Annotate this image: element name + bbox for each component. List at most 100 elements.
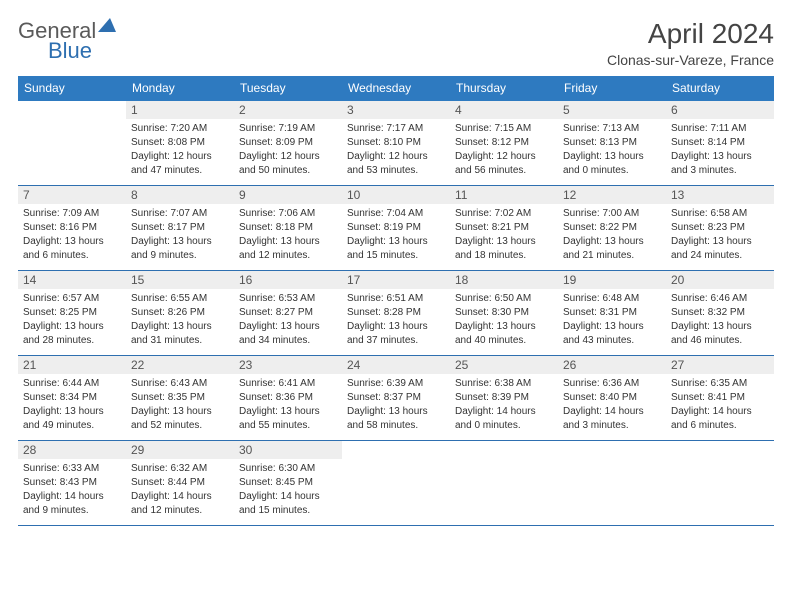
day-info: Sunrise: 7:20 AMSunset: 8:08 PMDaylight:… — [126, 119, 234, 181]
sunset-text: Sunset: 8:17 PM — [131, 221, 229, 234]
location-subtitle: Clonas-sur-Vareze, France — [607, 52, 774, 68]
day-number: 10 — [342, 186, 450, 204]
calendar-cell: 10Sunrise: 7:04 AMSunset: 8:19 PMDayligh… — [342, 186, 450, 270]
daylight-text-2: and 12 minutes. — [131, 504, 229, 517]
sunset-text: Sunset: 8:22 PM — [563, 221, 661, 234]
daylight-text-2: and 40 minutes. — [455, 334, 553, 347]
daylight-text: Daylight: 13 hours — [23, 235, 121, 248]
sunset-text: Sunset: 8:41 PM — [671, 391, 769, 404]
day-number: 3 — [342, 101, 450, 119]
day-number: 4 — [450, 101, 558, 119]
calendar-cell: 15Sunrise: 6:55 AMSunset: 8:26 PMDayligh… — [126, 271, 234, 355]
calendar-cell: 22Sunrise: 6:43 AMSunset: 8:35 PMDayligh… — [126, 356, 234, 440]
calendar-cell: 5Sunrise: 7:13 AMSunset: 8:13 PMDaylight… — [558, 101, 666, 185]
daylight-text: Daylight: 14 hours — [563, 405, 661, 418]
day-info: Sunrise: 6:55 AMSunset: 8:26 PMDaylight:… — [126, 289, 234, 351]
daylight-text-2: and 6 minutes. — [23, 249, 121, 262]
sunset-text: Sunset: 8:13 PM — [563, 136, 661, 149]
sunrise-text: Sunrise: 6:46 AM — [671, 292, 769, 305]
calendar-cell: 29Sunrise: 6:32 AMSunset: 8:44 PMDayligh… — [126, 441, 234, 525]
day-number: 21 — [18, 356, 126, 374]
day-number: 6 — [666, 101, 774, 119]
calendar-cell — [666, 441, 774, 525]
calendar-cell: 14Sunrise: 6:57 AMSunset: 8:25 PMDayligh… — [18, 271, 126, 355]
daylight-text: Daylight: 12 hours — [455, 150, 553, 163]
daylight-text: Daylight: 13 hours — [239, 405, 337, 418]
daylight-text: Daylight: 13 hours — [671, 235, 769, 248]
calendar-cell: 4Sunrise: 7:15 AMSunset: 8:12 PMDaylight… — [450, 101, 558, 185]
calendar-week: 21Sunrise: 6:44 AMSunset: 8:34 PMDayligh… — [18, 356, 774, 441]
day-info: Sunrise: 7:04 AMSunset: 8:19 PMDaylight:… — [342, 204, 450, 266]
day-info: Sunrise: 6:39 AMSunset: 8:37 PMDaylight:… — [342, 374, 450, 436]
daylight-text: Daylight: 14 hours — [671, 405, 769, 418]
sunrise-text: Sunrise: 7:15 AM — [455, 122, 553, 135]
daylight-text: Daylight: 13 hours — [131, 320, 229, 333]
day-info: Sunrise: 6:33 AMSunset: 8:43 PMDaylight:… — [18, 459, 126, 521]
sunset-text: Sunset: 8:37 PM — [347, 391, 445, 404]
daylight-text: Daylight: 13 hours — [23, 405, 121, 418]
calendar-cell: 3Sunrise: 7:17 AMSunset: 8:10 PMDaylight… — [342, 101, 450, 185]
day-info: Sunrise: 6:44 AMSunset: 8:34 PMDaylight:… — [18, 374, 126, 436]
sunset-text: Sunset: 8:44 PM — [131, 476, 229, 489]
day-number: 7 — [18, 186, 126, 204]
day-number — [342, 441, 450, 459]
calendar-cell — [450, 441, 558, 525]
sunset-text: Sunset: 8:35 PM — [131, 391, 229, 404]
day-number: 25 — [450, 356, 558, 374]
daylight-text-2: and 52 minutes. — [131, 419, 229, 432]
calendar-week: 14Sunrise: 6:57 AMSunset: 8:25 PMDayligh… — [18, 271, 774, 356]
day-info: Sunrise: 7:15 AMSunset: 8:12 PMDaylight:… — [450, 119, 558, 181]
daylight-text-2: and 34 minutes. — [239, 334, 337, 347]
day-info: Sunrise: 6:30 AMSunset: 8:45 PMDaylight:… — [234, 459, 342, 521]
day-info: Sunrise: 7:07 AMSunset: 8:17 PMDaylight:… — [126, 204, 234, 266]
sunrise-text: Sunrise: 7:11 AM — [671, 122, 769, 135]
day-info: Sunrise: 7:02 AMSunset: 8:21 PMDaylight:… — [450, 204, 558, 266]
day-number — [558, 441, 666, 459]
day-info: Sunrise: 7:00 AMSunset: 8:22 PMDaylight:… — [558, 204, 666, 266]
calendar-cell — [342, 441, 450, 525]
logo-blue: Blue — [48, 38, 92, 63]
day-number — [450, 441, 558, 459]
sunrise-text: Sunrise: 7:04 AM — [347, 207, 445, 220]
daylight-text-2: and 3 minutes. — [563, 419, 661, 432]
calendar-cell: 12Sunrise: 7:00 AMSunset: 8:22 PMDayligh… — [558, 186, 666, 270]
sunrise-text: Sunrise: 6:44 AM — [23, 377, 121, 390]
daylight-text: Daylight: 13 hours — [239, 235, 337, 248]
calendar-cell: 28Sunrise: 6:33 AMSunset: 8:43 PMDayligh… — [18, 441, 126, 525]
sunset-text: Sunset: 8:10 PM — [347, 136, 445, 149]
daylight-text-2: and 53 minutes. — [347, 164, 445, 177]
calendar-cell: 17Sunrise: 6:51 AMSunset: 8:28 PMDayligh… — [342, 271, 450, 355]
daylight-text: Daylight: 13 hours — [563, 320, 661, 333]
sunrise-text: Sunrise: 6:53 AM — [239, 292, 337, 305]
daylight-text-2: and 18 minutes. — [455, 249, 553, 262]
day-info: Sunrise: 6:57 AMSunset: 8:25 PMDaylight:… — [18, 289, 126, 351]
daylight-text-2: and 3 minutes. — [671, 164, 769, 177]
sunset-text: Sunset: 8:28 PM — [347, 306, 445, 319]
daylight-text: Daylight: 13 hours — [671, 150, 769, 163]
daylight-text-2: and 55 minutes. — [239, 419, 337, 432]
sunrise-text: Sunrise: 6:57 AM — [23, 292, 121, 305]
calendar-cell: 11Sunrise: 7:02 AMSunset: 8:21 PMDayligh… — [450, 186, 558, 270]
day-number: 5 — [558, 101, 666, 119]
calendar: Sunday Monday Tuesday Wednesday Thursday… — [18, 76, 774, 526]
daylight-text-2: and 21 minutes. — [563, 249, 661, 262]
weekday-header: Sunday Monday Tuesday Wednesday Thursday… — [18, 76, 774, 101]
sunset-text: Sunset: 8:45 PM — [239, 476, 337, 489]
sunset-text: Sunset: 8:39 PM — [455, 391, 553, 404]
weekday-label: Monday — [126, 76, 234, 101]
day-info: Sunrise: 6:38 AMSunset: 8:39 PMDaylight:… — [450, 374, 558, 436]
day-info: Sunrise: 6:53 AMSunset: 8:27 PMDaylight:… — [234, 289, 342, 351]
day-number: 23 — [234, 356, 342, 374]
sunrise-text: Sunrise: 6:41 AM — [239, 377, 337, 390]
daylight-text: Daylight: 12 hours — [131, 150, 229, 163]
day-number: 16 — [234, 271, 342, 289]
day-number: 27 — [666, 356, 774, 374]
sunset-text: Sunset: 8:09 PM — [239, 136, 337, 149]
day-number: 29 — [126, 441, 234, 459]
daylight-text: Daylight: 13 hours — [455, 235, 553, 248]
day-info: Sunrise: 6:51 AMSunset: 8:28 PMDaylight:… — [342, 289, 450, 351]
calendar-cell: 13Sunrise: 6:58 AMSunset: 8:23 PMDayligh… — [666, 186, 774, 270]
day-info: Sunrise: 7:11 AMSunset: 8:14 PMDaylight:… — [666, 119, 774, 181]
day-info: Sunrise: 6:50 AMSunset: 8:30 PMDaylight:… — [450, 289, 558, 351]
calendar-cell: 25Sunrise: 6:38 AMSunset: 8:39 PMDayligh… — [450, 356, 558, 440]
